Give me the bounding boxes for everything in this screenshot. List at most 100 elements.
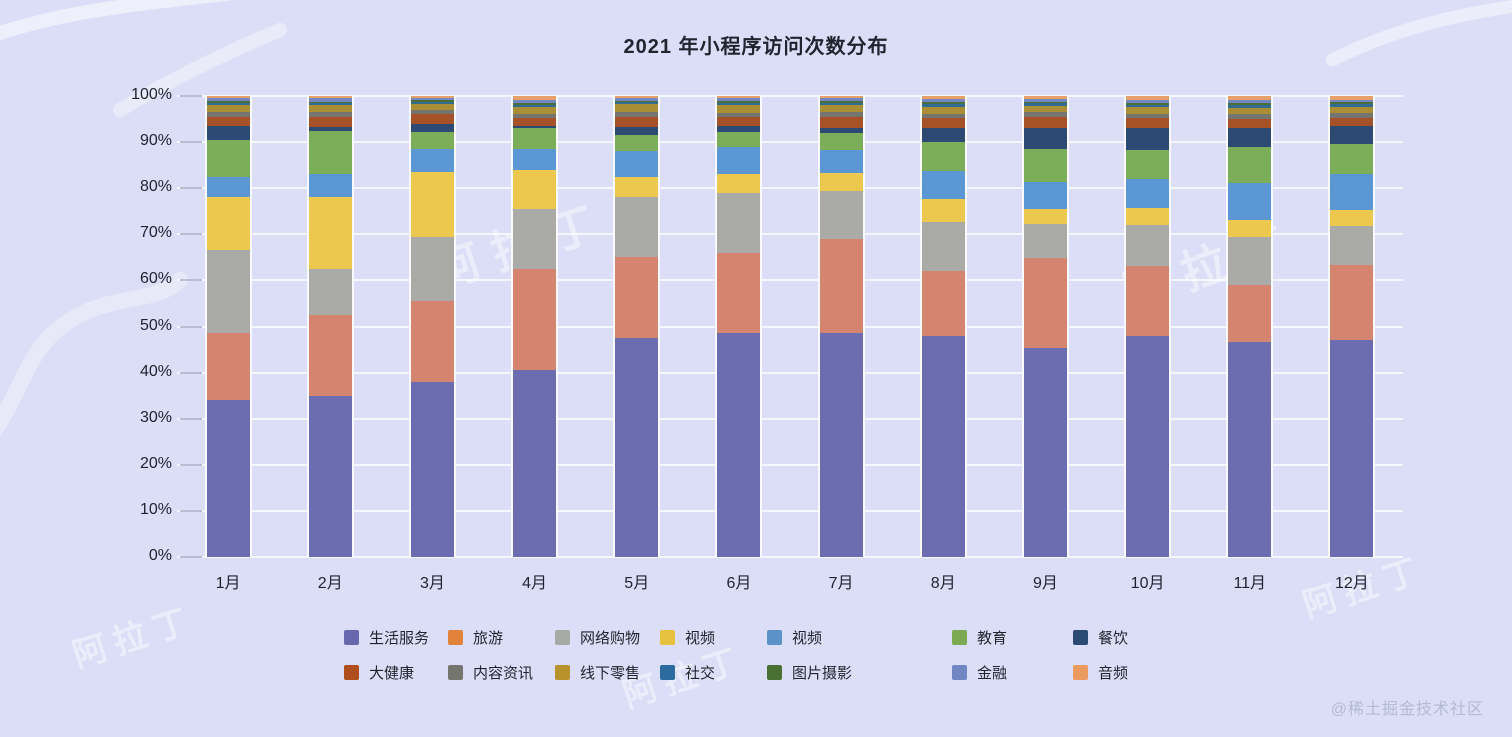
stacked-bar-1月 xyxy=(206,96,250,557)
bar-segment-餐饮 xyxy=(819,127,863,134)
y-tick-label: 100% xyxy=(131,86,172,103)
x-tick-label: 5月 xyxy=(624,575,650,592)
legend-item-图片摄影[interactable]: 图片摄影 xyxy=(767,662,852,683)
bar-segment-社交 xyxy=(308,103,352,106)
bar-segment-音频 xyxy=(410,96,454,98)
y-tick-mark xyxy=(180,417,202,420)
bar-segment-大健康 xyxy=(819,116,863,128)
y-tick-label: 0% xyxy=(148,547,172,564)
bar-segment-旅游 xyxy=(1126,266,1170,336)
bar-segment-生活服务 xyxy=(717,333,761,557)
bar-segment-网络购物 xyxy=(206,250,250,334)
bar-segment-餐饮 xyxy=(410,124,454,132)
watermark-brand-text: 阿拉丁 xyxy=(68,600,200,676)
legend-item-生活服务[interactable]: 生活服务 xyxy=(344,627,429,648)
legend-label: 图片摄影 xyxy=(792,665,853,682)
legend-swatch xyxy=(448,665,463,680)
legend-label: 大健康 xyxy=(369,665,415,682)
bar-segment-金融 xyxy=(921,98,965,102)
bar-segment-音频 xyxy=(1126,96,1170,100)
bar-segment-网络购物 xyxy=(1126,225,1170,267)
bar-segment-内容资讯 xyxy=(819,112,863,117)
bar-segment-生活服务 xyxy=(1023,348,1067,557)
bar-segment-内容资讯 xyxy=(717,112,761,118)
bar-segment-音频 xyxy=(513,96,557,100)
bar-segment-内容资讯 xyxy=(1330,113,1374,119)
bar-segment-线下零售 xyxy=(308,105,352,113)
bar-segment-内容资讯 xyxy=(513,114,557,119)
bar-segment-线下零售 xyxy=(615,104,659,113)
y-tick-mark xyxy=(180,463,202,466)
bar-segment-大健康 xyxy=(921,118,965,129)
legend-item-餐饮[interactable]: 餐饮 xyxy=(1073,627,1128,648)
legend-swatch xyxy=(344,665,359,680)
legend-item-旅游[interactable]: 旅游 xyxy=(448,627,503,648)
bar-segment-图片摄影 xyxy=(1330,102,1374,105)
stacked-bar-8月 xyxy=(921,96,965,557)
bar-segment-线下零售 xyxy=(1126,107,1170,114)
gridline-h xyxy=(177,463,1403,466)
bar-segment-内容资讯 xyxy=(921,113,965,119)
bar-segment-内容资讯 xyxy=(410,110,454,115)
legend-item-社交[interactable]: 社交 xyxy=(660,662,715,683)
chart-title: 2021 年小程序访问次数分布 xyxy=(623,36,889,58)
legend-item-内容资讯[interactable]: 内容资讯 xyxy=(448,662,533,683)
bar-segment-音频 xyxy=(717,96,761,99)
bar-segment-图片摄影 xyxy=(1023,101,1067,104)
bar-segment-大健康 xyxy=(1330,118,1374,127)
bar-segment-教育 xyxy=(1330,144,1374,175)
bar-segment-社交 xyxy=(1330,104,1374,107)
legend-label: 网络购物 xyxy=(580,630,641,647)
bar-segment-教育 xyxy=(819,133,863,150)
legend-item-金融[interactable]: 金融 xyxy=(952,662,1007,683)
legend-swatch xyxy=(767,665,782,680)
gridline-h xyxy=(177,325,1403,328)
y-tick-mark xyxy=(180,95,202,97)
y-tick-label: 20% xyxy=(139,454,172,472)
legend-swatch xyxy=(344,630,359,645)
legend-item-视频[interactable]: 视频 xyxy=(660,627,715,648)
y-tick-label: 80% xyxy=(139,178,172,196)
bar-segment-线下零售 xyxy=(1228,107,1272,115)
legend-item-教育[interactable]: 教育 xyxy=(952,627,1007,648)
bar-segment-旅游 xyxy=(410,301,454,382)
bar-segment-视频 xyxy=(308,197,352,269)
bar-segment-视频 xyxy=(1330,209,1374,226)
stacked-bar-5月 xyxy=(615,96,659,557)
y-tick-label: 90% xyxy=(139,132,172,150)
bar-segment-音频 xyxy=(206,96,250,99)
bar-segment-旅游 xyxy=(206,333,250,401)
gridline-h xyxy=(177,95,1403,97)
legend-item-大健康[interactable]: 大健康 xyxy=(344,662,414,683)
bar-segment-视频 xyxy=(1023,208,1067,225)
bar-segment-大健康 xyxy=(717,117,761,127)
gridline-h xyxy=(177,233,1403,236)
bar-segment-内容资讯 xyxy=(1023,112,1067,117)
legend-item-线下零售[interactable]: 线下零售 xyxy=(555,662,640,683)
bar-segment-大健康 xyxy=(513,118,557,126)
bar-segment-旅游 xyxy=(308,314,352,396)
legend-swatch xyxy=(660,665,675,680)
legend-item-音频[interactable]: 音频 xyxy=(1073,662,1128,683)
bar-segment-餐饮 xyxy=(513,125,557,128)
y-tick-mark xyxy=(180,233,202,236)
legend-swatch xyxy=(555,665,570,680)
y-tick-label: 40% xyxy=(139,362,172,380)
x-tick-label: 7月 xyxy=(828,575,854,592)
bar-segment-网络购物 xyxy=(1228,236,1272,286)
gridline-h xyxy=(177,417,1403,420)
bar-segment-音频 xyxy=(1330,96,1374,100)
bar-segment-社交 xyxy=(717,102,761,106)
legend-item-网络购物[interactable]: 网络购物 xyxy=(555,627,640,648)
bar-segment-生活服务 xyxy=(410,381,454,557)
x-tick-label: 2月 xyxy=(317,575,343,592)
bar-segment-旅游 xyxy=(1023,258,1067,349)
bar-segment-线下零售 xyxy=(717,105,761,113)
legend-swatch xyxy=(1073,630,1088,645)
bar-segment-网络购物 xyxy=(513,208,557,269)
bar-segment-视频 xyxy=(1023,181,1067,209)
legend-label: 金融 xyxy=(977,665,1008,682)
legend-item-视频[interactable]: 视频 xyxy=(767,627,822,648)
bar-segment-网络购物 xyxy=(1330,225,1374,266)
